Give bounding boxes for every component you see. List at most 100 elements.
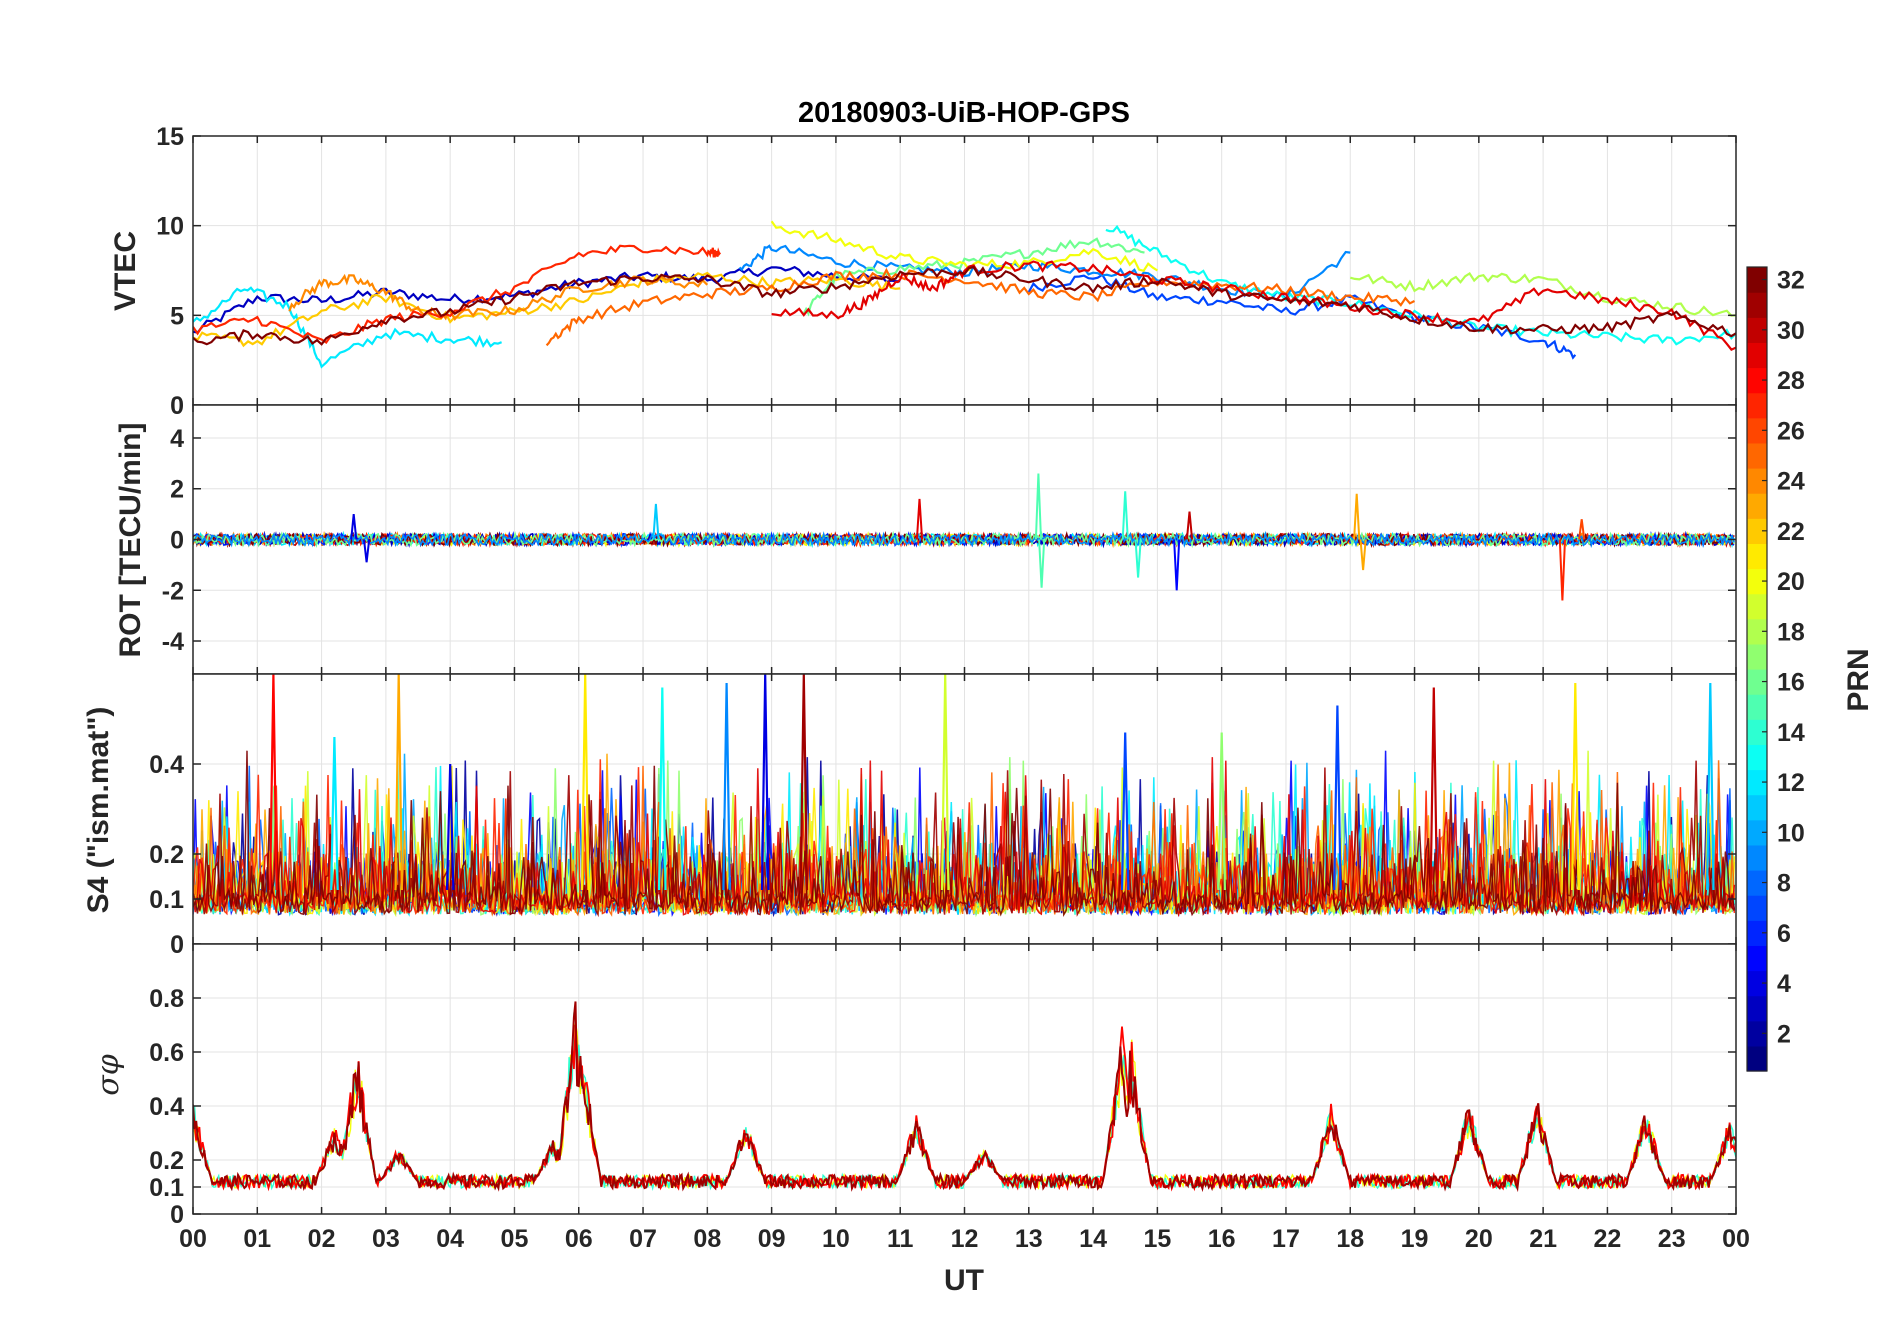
- vtec-series-prn29: [771, 260, 1736, 351]
- rot-spike: [1185, 511, 1194, 540]
- colorbar-swatch: [1747, 719, 1767, 745]
- s4-peak: [394, 674, 403, 891]
- vtec-series-prn25: [545, 267, 1415, 347]
- vtec-panel: 0 5 10 15 VTEC: [109, 123, 1737, 420]
- colorbar-swatch: [1747, 844, 1767, 871]
- s4-peak: [799, 674, 809, 891]
- sig-axes-frame: [192, 943, 1737, 1215]
- sig-ytick-label: 0.8: [149, 985, 184, 1013]
- x-tick-label: 06: [565, 1225, 593, 1253]
- s4-ytick-label: 0.4: [149, 751, 184, 779]
- x-tick-label: 08: [693, 1225, 721, 1253]
- x-tick-label: 09: [758, 1225, 786, 1253]
- colorbar-swatch: [1747, 819, 1767, 846]
- colorbar-swatch: [1747, 1045, 1767, 1072]
- colorbar-label: PRN: [1842, 648, 1875, 711]
- colorbar-swatch: [1747, 267, 1767, 293]
- s4-peak: [760, 674, 770, 891]
- s4-peak: [722, 682, 731, 891]
- x-tick-label: 19: [1401, 1225, 1429, 1253]
- s4-ylabel: S4 ("ism.mat"): [82, 707, 115, 914]
- rot-spike: [1173, 539, 1181, 591]
- colorbar-swatch: [1747, 543, 1767, 570]
- colorbar-swatch: [1747, 920, 1767, 946]
- sig-ytick-label: 0: [170, 1201, 184, 1229]
- colorbar-swatch: [1747, 593, 1767, 620]
- sig-ytick-label: 0.6: [149, 1039, 184, 1067]
- colorbar-swatch: [1747, 468, 1767, 494]
- rot-ytick-label: 4: [170, 425, 184, 453]
- colorbar-swatch: [1747, 694, 1767, 720]
- colorbar-tick-label: 6: [1777, 920, 1791, 948]
- colorbar-frame: [1746, 266, 1768, 1072]
- rot-ytick-label: -2: [162, 577, 184, 605]
- colorbar-swatch: [1747, 342, 1767, 369]
- colorbar-swatch: [1747, 1020, 1767, 1047]
- colorbar-swatch: [1747, 794, 1767, 821]
- s4-peak: [580, 674, 590, 891]
- rot-ylabel: ROT [TECU/min]: [114, 423, 147, 658]
- colorbar-swatch: [1747, 870, 1767, 896]
- colorbar-swatch: [1747, 367, 1767, 394]
- rot-spike: [1353, 493, 1361, 540]
- colorbar-tick-label: 28: [1777, 367, 1805, 395]
- colorbar-swatch: [1747, 970, 1767, 997]
- vtec-ytick-label: 15: [156, 123, 184, 151]
- colorbar-tick-label: 2: [1777, 1020, 1791, 1048]
- x-tick-label: 10: [822, 1225, 850, 1253]
- rot-spike: [915, 498, 924, 540]
- s4-peak: [658, 687, 667, 891]
- sigma-phi-series-prn31: [193, 1001, 1736, 1193]
- colorbar-swatch: [1747, 895, 1767, 921]
- sigma-phi-series-prn28: [193, 1024, 1736, 1192]
- colorbar-tick-label: 8: [1777, 870, 1791, 898]
- rot-spike: [363, 539, 371, 563]
- rot-ytick-label: 2: [170, 476, 184, 504]
- colorbar-swatch: [1747, 442, 1767, 469]
- x-tick-label: 07: [629, 1225, 657, 1253]
- rot-spike: [1038, 539, 1046, 588]
- rot-spike: [1578, 519, 1586, 540]
- x-tick-label: 15: [1143, 1225, 1171, 1253]
- colorbar-swatch: [1747, 643, 1767, 670]
- x-tick-label: 00: [1722, 1225, 1750, 1253]
- rot-spike: [1121, 491, 1129, 540]
- colorbar-swatch: [1747, 618, 1767, 645]
- s4-peak: [269, 674, 278, 891]
- x-tick-label: 04: [436, 1225, 464, 1253]
- x-tick-label: 02: [308, 1225, 336, 1253]
- x-tick-label: 05: [501, 1225, 529, 1253]
- x-tick-label: 23: [1658, 1225, 1686, 1253]
- sigma-phi-panel: 00.10.2 0.4 0.6 0.8 σφ: [91, 943, 1737, 1229]
- s4-peak: [1429, 687, 1439, 891]
- sig-ytick-label: 0.2: [149, 1147, 184, 1175]
- x-tick-label: 16: [1208, 1225, 1236, 1253]
- vtec-ytick-label: 0: [170, 392, 184, 420]
- x-tick-label: 22: [1594, 1225, 1622, 1253]
- colorbar-tick-label: 10: [1777, 819, 1805, 847]
- x-tick-label: 17: [1272, 1225, 1300, 1253]
- x-tick-label: 00: [179, 1225, 207, 1253]
- colorbar-swatch: [1747, 568, 1767, 595]
- sigma-phi-ylabel: σφ: [91, 1054, 126, 1095]
- s4-peak: [1333, 705, 1342, 891]
- s4-peak: [1706, 682, 1715, 891]
- rot-series-prn9: [193, 530, 1735, 549]
- x-tick-label: 13: [1015, 1225, 1043, 1253]
- s4-peak: [940, 674, 950, 891]
- vtec-series-prn3: [193, 265, 901, 334]
- colorbar-tick-label: 18: [1777, 618, 1805, 646]
- colorbar-tick-label: 14: [1777, 719, 1805, 747]
- x-tick-label: 14: [1079, 1225, 1107, 1253]
- colorbar-tick-label: 26: [1777, 417, 1805, 445]
- x-tick-labels: 00 01 02 03 04 05 06 07 08 09 10 11 12 13 14 15 16 17 18 19…: [179, 1225, 1750, 1253]
- s4-peak: [1217, 732, 1226, 891]
- s4-ytick-label: 0.2: [149, 841, 184, 869]
- x-tick-label: 18: [1336, 1225, 1364, 1253]
- vtec-series-prn20: [770, 220, 1158, 273]
- colorbar-tick-label: 32: [1777, 267, 1805, 295]
- s4-panel: 0 0.1 0.2 0.4 S4 ("ism.mat"): [82, 673, 1737, 959]
- colorbar-swatch: [1747, 518, 1767, 544]
